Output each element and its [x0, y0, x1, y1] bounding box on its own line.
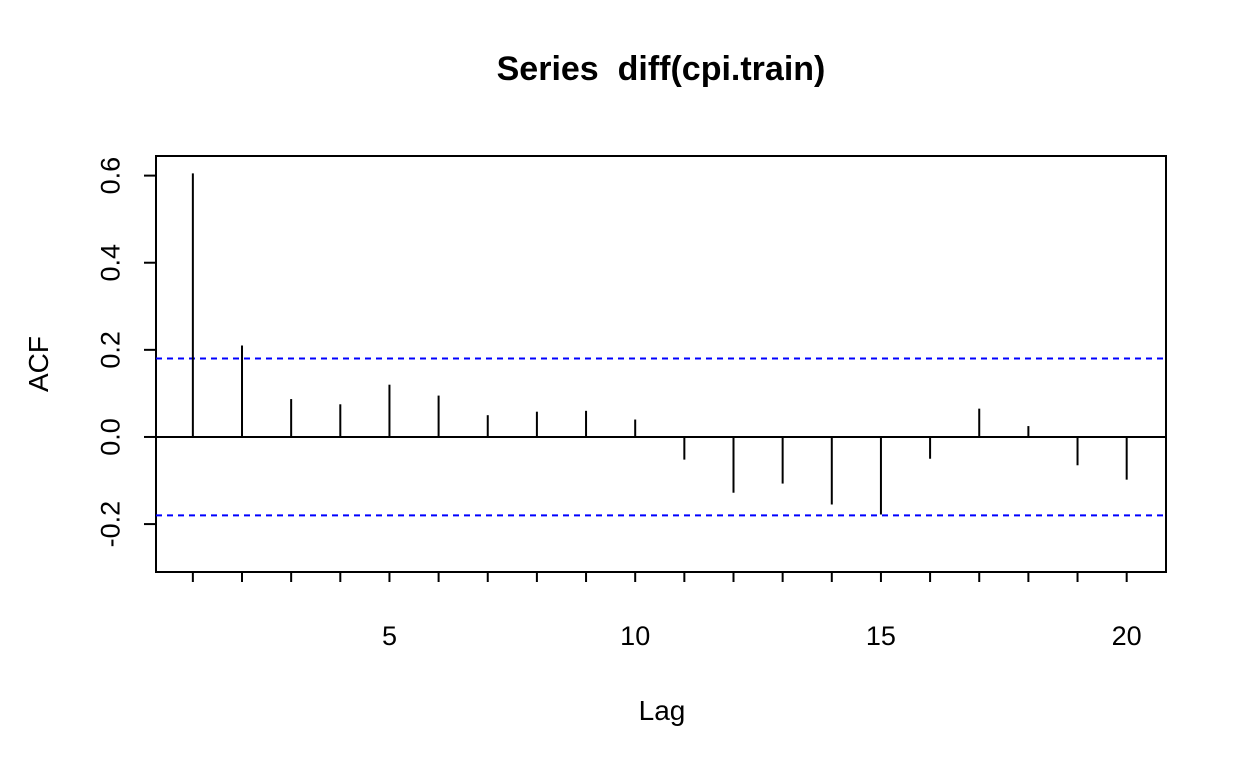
y-tick-label: 0.0 [95, 418, 125, 456]
y-tick-label: 0.4 [95, 244, 125, 282]
x-tick-label: 15 [866, 621, 896, 651]
y-tick-label: -0.2 [95, 501, 125, 548]
y-tick-label: 0.6 [95, 157, 125, 195]
y-axis-label: ACF [23, 336, 54, 392]
x-axis-label: Lag [639, 695, 686, 726]
x-tick-label: 20 [1112, 621, 1142, 651]
plot-frame [155, 155, 1167, 573]
chart-title: Series diff(cpi.train) [497, 50, 826, 88]
x-tick-label: 5 [382, 621, 397, 651]
y-tick-label: 0.2 [95, 331, 125, 369]
x-tick-label: 10 [620, 621, 650, 651]
chart-marks: -0.2 0.0 0.2 0.4 0.6 5 10 15 20 [95, 157, 1166, 651]
